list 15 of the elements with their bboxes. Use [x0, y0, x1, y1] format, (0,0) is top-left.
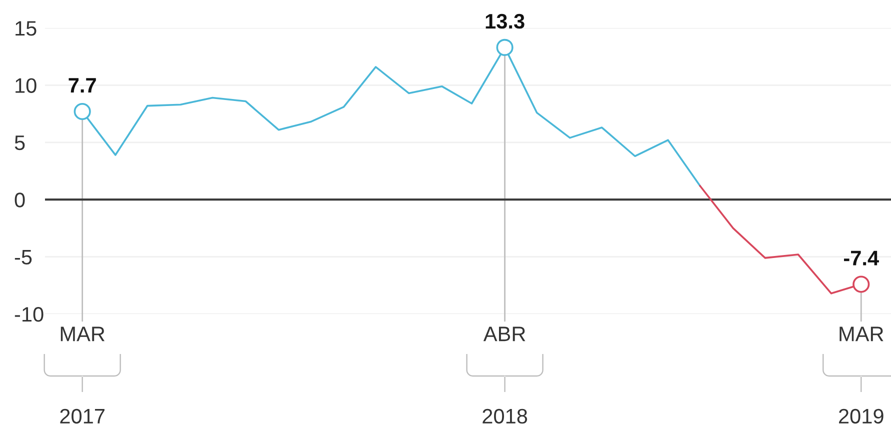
x-tick-label: ABR [483, 326, 526, 342]
y-tick-label: 10 [16, 78, 36, 93]
y-tick-label: 5 [14, 136, 25, 150]
data-label: 7.7 [68, 78, 96, 93]
x-tick-label: MAR [60, 326, 105, 342]
y-tick-label: -10 [14, 307, 44, 322]
text: 2018 [482, 408, 528, 424]
y-tick-label: -5 [14, 250, 32, 265]
y-tick-label: 0 [14, 192, 25, 208]
text: 2017 [60, 408, 104, 424]
y-tick-label: 15 [16, 21, 36, 36]
data-label: 13.3 [486, 14, 524, 29]
text: 2019 [839, 408, 884, 424]
x-tick-label: MAR [840, 326, 884, 342]
data-label: -7.4 [844, 250, 879, 266]
